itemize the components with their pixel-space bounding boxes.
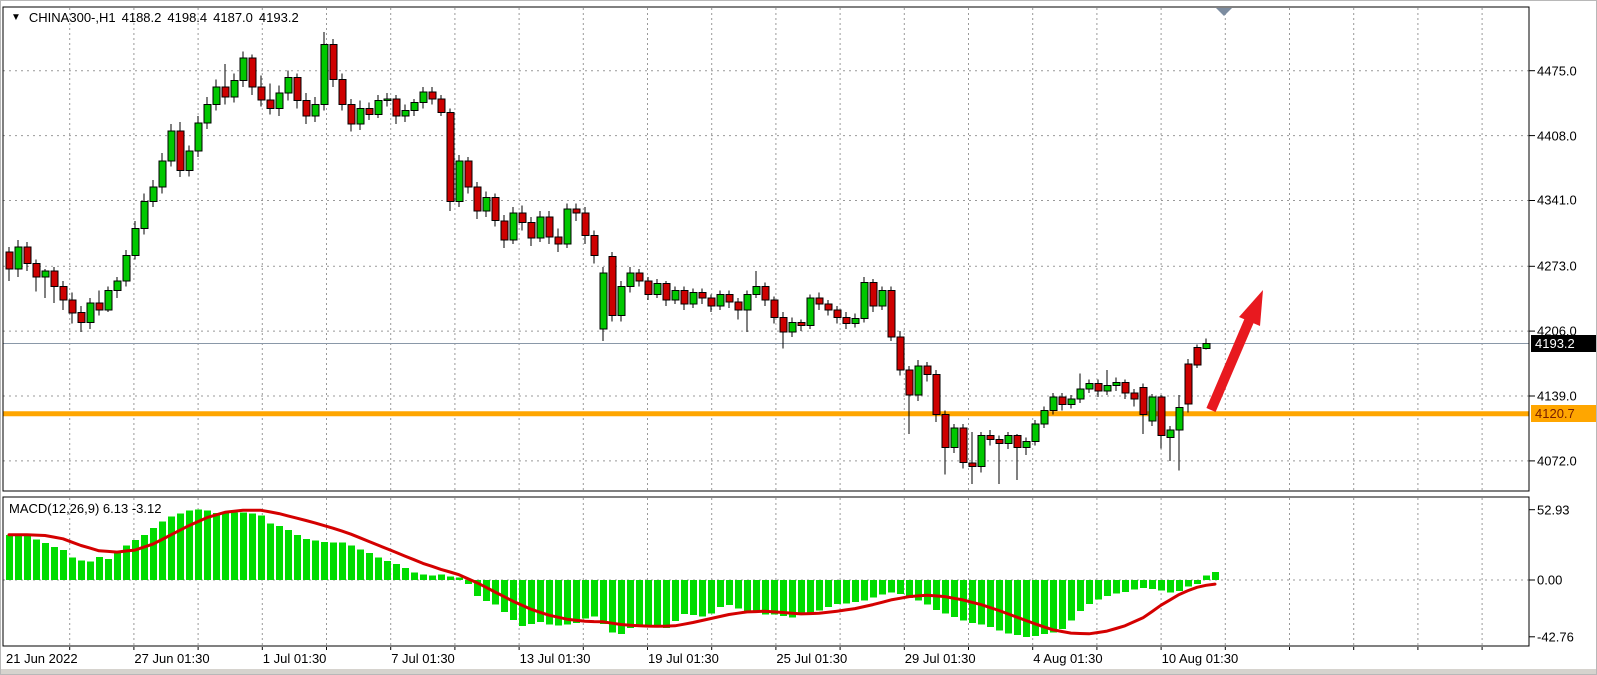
time-axis-label: 27 Jun 01:30 (134, 651, 210, 666)
price-tick-label: 4072.0 (1537, 453, 1577, 469)
quote-high: 4198.4 (167, 10, 208, 25)
macd-tick-label: 0.00 (1537, 572, 1563, 588)
price-tick-label: 4341.0 (1537, 192, 1577, 208)
price-tick-label: 4273.0 (1537, 258, 1577, 274)
macd-tick-label: -42.76 (1537, 629, 1574, 645)
current-price-tag: 4193.2 (1531, 335, 1596, 353)
support-line-price-tag: 4120.7 (1531, 405, 1596, 423)
symbol-timeframe-label: CHINA300-,H1 (28, 10, 116, 25)
time-axis-label: 29 Jul 01:30 (904, 651, 976, 666)
bottom-scrollbar-strip[interactable] (1, 669, 1596, 674)
symbol-dropdown-icon: ▼ (11, 12, 21, 23)
time-axis-label: 7 Jul 01:30 (391, 651, 455, 666)
time-axis-label: 13 Jul 01:30 (519, 651, 591, 666)
time-axis-label: 4 Aug 01:30 (1033, 651, 1103, 666)
macd-signal-line (7, 508, 1217, 636)
macd-indicator-label: MACD(12,26,9) 6.13 -3.12 (9, 501, 162, 516)
time-axis-label: 19 Jul 01:30 (648, 651, 719, 666)
time-axis-label: 25 Jul 01:30 (776, 651, 848, 666)
time-axis-label: 21 Jun 2022 (6, 651, 78, 666)
quote-low: 4187.0 (213, 10, 253, 25)
candlestick-series (5, 32, 1211, 485)
price-tick-label: 4408.0 (1537, 128, 1577, 144)
time-axis-label: 10 Aug 01:30 (1161, 651, 1239, 666)
time-axis-label: 1 Jul 01:30 (262, 651, 327, 666)
scroll-marker-icon[interactable] (1216, 8, 1232, 16)
macd-histogram (6, 509, 1219, 637)
macd-tick-label: 52.93 (1537, 502, 1570, 518)
price-tick-label: 4139.0 (1537, 388, 1577, 404)
quote-open: 4188.2 (121, 10, 162, 25)
trend-arrow[interactable] (1206, 290, 1263, 412)
price-tick-label: 4475.0 (1537, 63, 1577, 79)
quote-close: 4193.2 (258, 10, 299, 25)
price-tick-label: 4206.0 (1537, 323, 1577, 339)
symbol-quote-header: ▼ CHINA300-,H1 4188.2 4198.4 4187.0 4193… (11, 10, 299, 25)
